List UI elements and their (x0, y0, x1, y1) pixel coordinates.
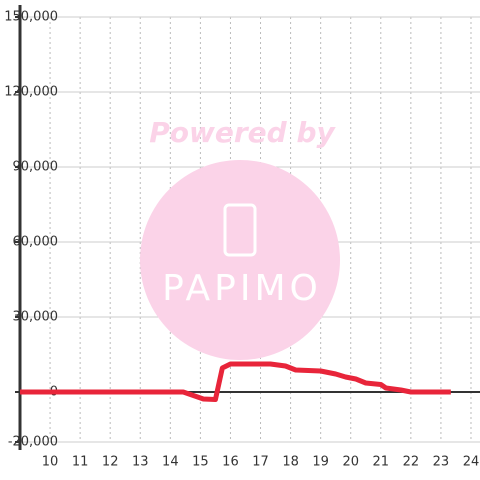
watermark-circle (140, 160, 340, 360)
x-tick-label: 10 (42, 455, 59, 470)
x-tick-label: 16 (222, 455, 239, 470)
x-tick-label: 21 (373, 455, 390, 470)
data-line (20, 361, 451, 402)
y-tick-label: 150,000 (4, 10, 58, 25)
y-tick-label: 120,000 (4, 85, 58, 100)
x-tick-label: 15 (192, 455, 209, 470)
x-tick-label: 12 (102, 455, 119, 470)
y-tick-label: 60,000 (13, 235, 59, 250)
x-tick-label: 14 (162, 455, 179, 470)
y-tick-label: 90,000 (13, 160, 59, 175)
watermark-icon (223, 203, 257, 257)
x-tick-label: 19 (312, 455, 329, 470)
x-tick-label: 22 (403, 455, 420, 470)
x-tick-label: 11 (72, 455, 89, 470)
x-tick-label: 18 (282, 455, 299, 470)
y-tick-label: 30,000 (13, 310, 59, 325)
x-tick-label: 17 (252, 455, 269, 470)
x-tick-label: 24 (463, 455, 480, 470)
x-tick-label: 23 (433, 455, 450, 470)
x-tick-label: 13 (132, 455, 149, 470)
watermark-logo: PAPIMO (162, 268, 322, 309)
watermark-text: Powered by (149, 116, 336, 149)
x-tick-label: 20 (342, 455, 359, 470)
